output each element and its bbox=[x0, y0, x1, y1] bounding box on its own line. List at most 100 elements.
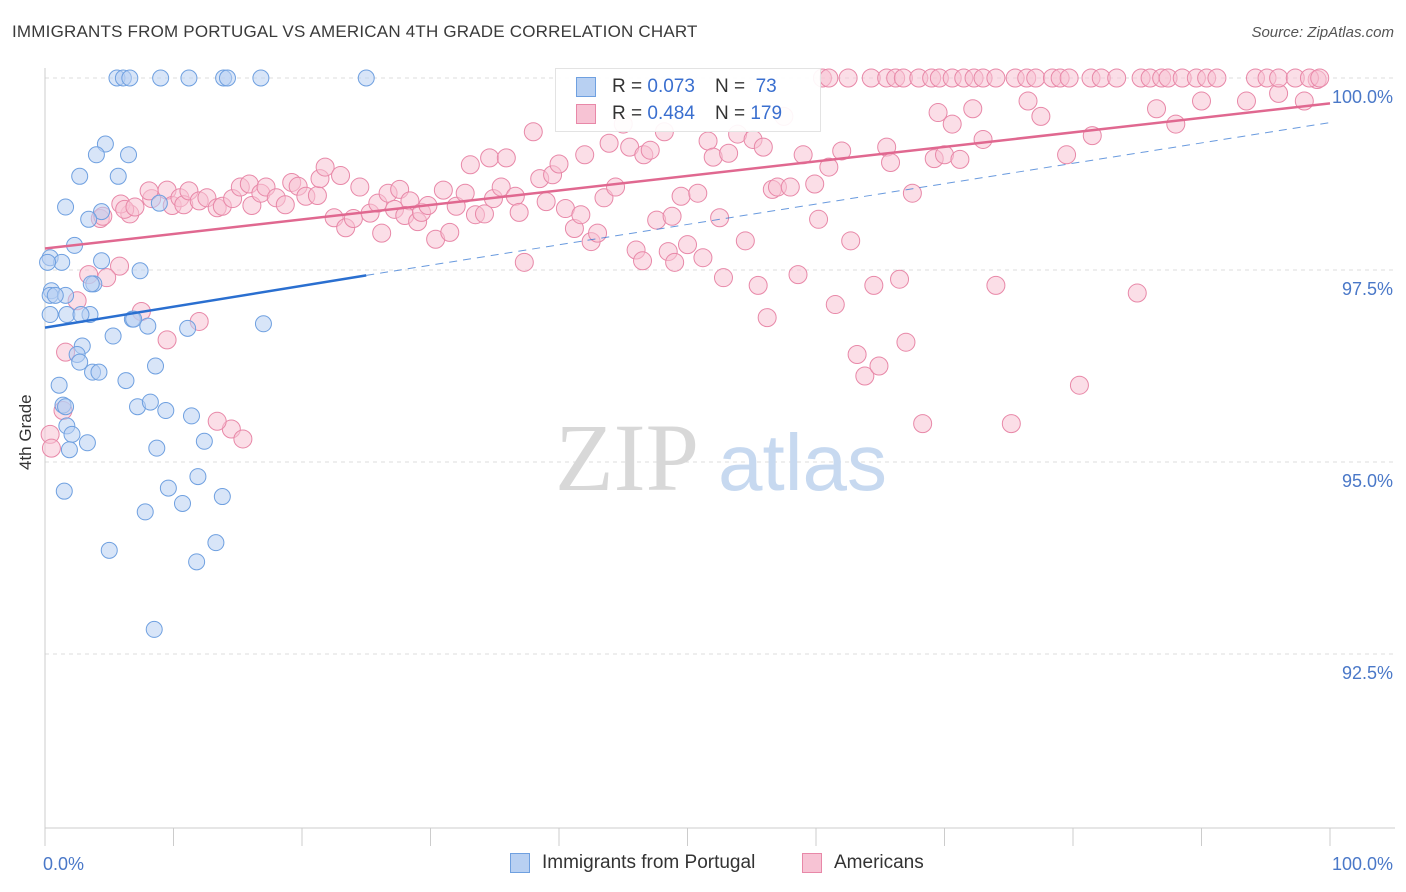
portugal-point bbox=[100, 541, 118, 559]
portugal-point bbox=[71, 167, 89, 185]
americans-point bbox=[1031, 106, 1051, 126]
portugal-point bbox=[50, 376, 68, 394]
americans-point bbox=[735, 231, 755, 251]
portugal-point bbox=[254, 315, 272, 333]
americans-point bbox=[110, 256, 130, 276]
americans-point bbox=[713, 268, 733, 288]
americans-point bbox=[757, 308, 777, 328]
americans-point bbox=[864, 275, 884, 295]
americans-point bbox=[847, 344, 867, 364]
portugal-point bbox=[159, 479, 177, 497]
chart-title: IMMIGRANTS FROM PORTUGAL VS AMERICAN 4TH… bbox=[12, 22, 698, 41]
americans-point bbox=[950, 149, 970, 169]
americans-point bbox=[678, 235, 697, 255]
americans-point bbox=[928, 103, 948, 123]
legend-row-portugal: R = 0.073 N = 73 bbox=[576, 75, 777, 99]
portugal-point bbox=[145, 620, 163, 638]
legend-n-value-portugal: 73 bbox=[755, 76, 777, 97]
americans-point bbox=[1269, 68, 1289, 88]
y-tick-label: 95.0% bbox=[1342, 471, 1393, 491]
legend-r-label: R = bbox=[612, 76, 643, 97]
y-tick-label: 100.0% bbox=[1332, 87, 1393, 107]
americans-point bbox=[599, 133, 619, 153]
americans-point bbox=[474, 204, 494, 224]
portugal-point bbox=[147, 357, 165, 375]
americans-point bbox=[869, 356, 889, 376]
portugal-point bbox=[117, 372, 135, 390]
americans-point bbox=[606, 177, 626, 197]
americans-point bbox=[1192, 91, 1211, 111]
americans-point bbox=[372, 223, 392, 243]
americans-point bbox=[460, 155, 480, 175]
portugal-trend-extension bbox=[366, 122, 1331, 276]
americans-point bbox=[514, 252, 534, 272]
legend-row-americans: R = 0.484 N = 179 bbox=[576, 102, 782, 126]
portugal-point bbox=[80, 210, 98, 228]
portugal-point bbox=[90, 363, 108, 381]
portugal-point bbox=[63, 425, 81, 443]
americans-point bbox=[331, 166, 351, 186]
series-portugal-points bbox=[39, 69, 375, 638]
americans-point bbox=[536, 192, 556, 212]
portugal-point bbox=[148, 439, 166, 457]
americans-point bbox=[523, 122, 543, 142]
americans-point bbox=[207, 411, 227, 431]
portugal-point bbox=[182, 407, 200, 425]
portugal-point bbox=[157, 402, 175, 420]
bottom-legend-label-americans: Americans bbox=[834, 852, 924, 873]
portugal-point bbox=[195, 432, 213, 450]
americans-point bbox=[1059, 68, 1079, 88]
americans-point bbox=[549, 154, 569, 174]
americans-point bbox=[748, 275, 768, 295]
portugal-point bbox=[189, 468, 207, 486]
portugal-point bbox=[131, 262, 149, 280]
americans-point bbox=[1026, 68, 1046, 88]
americans-point bbox=[890, 269, 910, 289]
americans-point bbox=[809, 209, 829, 229]
x-tick-label: 100.0% bbox=[1332, 854, 1393, 874]
americans-point bbox=[509, 202, 529, 222]
americans-point bbox=[719, 143, 739, 163]
legend-n-label: N = bbox=[714, 103, 746, 124]
americans-point bbox=[780, 177, 800, 197]
americans-point bbox=[805, 174, 825, 194]
americans-point bbox=[662, 206, 682, 226]
portugal-point bbox=[78, 434, 96, 452]
americans-point bbox=[1107, 68, 1127, 88]
portugal-point bbox=[136, 503, 154, 521]
americans-point bbox=[496, 148, 516, 168]
americans-point bbox=[855, 366, 875, 386]
portugal-point bbox=[173, 494, 191, 512]
portugal-point bbox=[39, 253, 57, 271]
americans-point bbox=[902, 183, 922, 203]
source-label: Source: ZipAtlas.com bbox=[1251, 24, 1394, 41]
americans-point bbox=[838, 68, 858, 88]
portugal-point bbox=[57, 198, 75, 216]
americans-point bbox=[688, 183, 708, 203]
y-tick-label: 97.5% bbox=[1342, 279, 1393, 299]
watermark-zip: ZIP bbox=[555, 404, 699, 511]
portugal-trend-line bbox=[44, 274, 367, 329]
portugal-point bbox=[121, 69, 139, 87]
americans-point bbox=[633, 251, 653, 271]
portugal-point bbox=[188, 553, 206, 571]
americans-point bbox=[693, 248, 713, 268]
portugal-point bbox=[87, 146, 105, 164]
americans-point bbox=[913, 414, 933, 434]
americans-point bbox=[665, 252, 685, 272]
americans-point bbox=[125, 197, 145, 217]
portugal-point bbox=[41, 306, 59, 324]
americans-point bbox=[1001, 414, 1021, 434]
portugal-point bbox=[141, 393, 159, 411]
portugal-point bbox=[46, 286, 64, 304]
americans-point bbox=[350, 177, 370, 197]
portugal-point bbox=[71, 353, 89, 371]
americans-point bbox=[788, 265, 808, 285]
americans-point bbox=[440, 222, 460, 242]
legend-r-value-americans: 0.484 bbox=[647, 103, 695, 124]
americans-point bbox=[233, 429, 253, 449]
americans-point bbox=[307, 186, 327, 206]
americans-point bbox=[575, 145, 595, 165]
legend-swatch-americans bbox=[576, 104, 596, 124]
americans-point bbox=[640, 140, 660, 160]
